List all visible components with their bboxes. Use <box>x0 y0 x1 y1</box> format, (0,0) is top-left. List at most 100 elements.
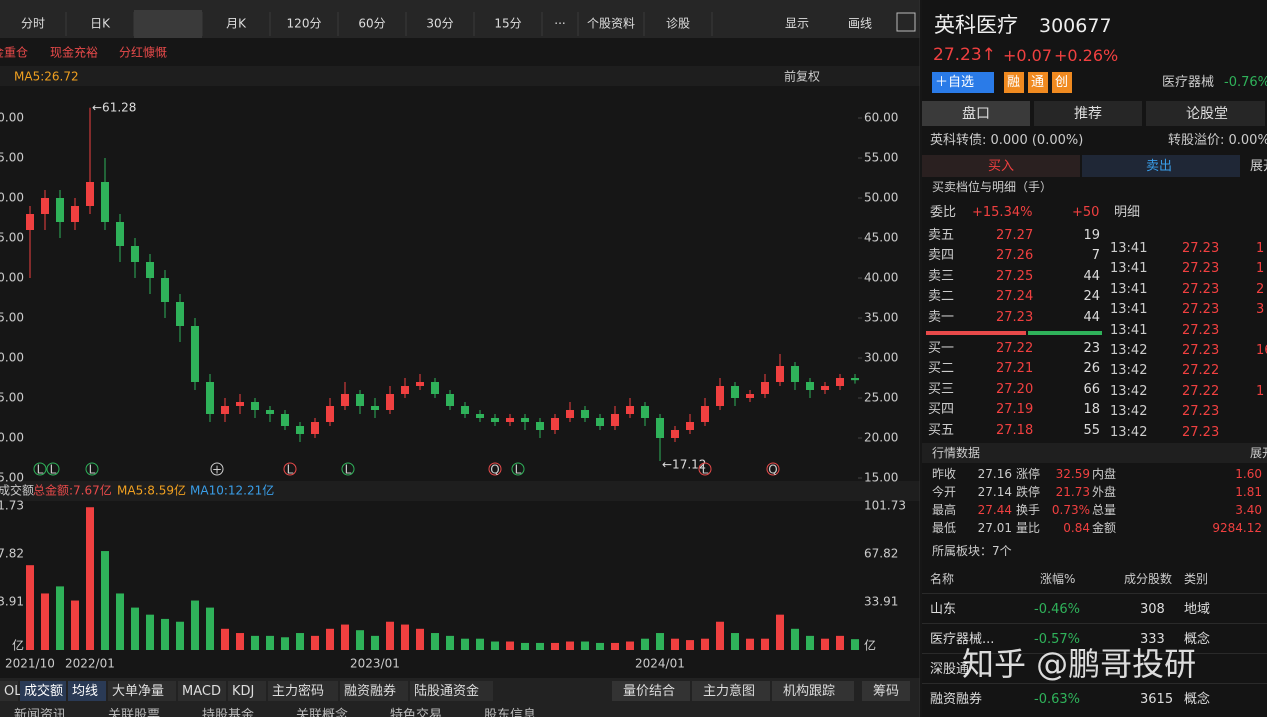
toolbar-btn[interactable]: 画线 <box>848 17 872 31</box>
indicator-tab[interactable] <box>268 681 338 701</box>
toolbar-tab[interactable]: ··· <box>554 17 565 31</box>
toolbar-tab[interactable]: 15分 <box>494 17 521 31</box>
bottom-tab[interactable]: 特色交易 <box>390 708 443 717</box>
bottom-tab[interactable]: 新闻资讯 <box>14 708 67 717</box>
sector-cell: 333 <box>1140 632 1165 647</box>
tick-volume: 16 <box>1256 343 1267 358</box>
toolbar-tab[interactable]: 个股资料 <box>587 17 635 31</box>
volume-bar <box>251 635 259 650</box>
indicator-tab[interactable] <box>68 681 106 701</box>
panel-tab-label[interactable]: 推荐 <box>1074 106 1102 122</box>
candle-body <box>131 246 139 262</box>
indicator-tab[interactable] <box>228 681 266 701</box>
tick-time: 13:41 <box>1110 241 1148 256</box>
quote-more[interactable]: 展开 <box>1250 446 1267 460</box>
toolbar-tab[interactable]: 分时 <box>21 17 45 31</box>
tool-button[interactable] <box>612 681 690 701</box>
toolbar-tab[interactable]: 30分 <box>426 17 453 31</box>
panel-tab[interactable] <box>1146 101 1265 126</box>
bottom-tab[interactable]: 关联概念 <box>296 708 349 717</box>
stock-button-label[interactable]: 融 <box>1007 75 1021 90</box>
trade-tab[interactable]: 卖出 <box>1146 159 1173 174</box>
layout-icon[interactable] <box>896 12 916 32</box>
stock-button[interactable] <box>1028 72 1048 93</box>
tool-button-label[interactable]: 筹码 <box>873 684 900 699</box>
indicator-tab[interactable] <box>0 681 18 701</box>
toolbar-tab[interactable]: 月K <box>226 17 247 31</box>
tool-button[interactable] <box>692 681 770 701</box>
indicator-tab-label[interactable]: 均线 <box>72 684 99 699</box>
chart: 分时日K周K月K120分60分30分15分···个股资料诊股显示画线金重仓现金充… <box>0 0 920 717</box>
quote-cell: 总量 <box>1092 503 1117 517</box>
stock-button[interactable] <box>1052 72 1072 93</box>
indicator-tab-label[interactable]: 陆股通资金 <box>414 684 480 699</box>
tool-button[interactable] <box>772 681 854 701</box>
event-marker[interactable] <box>341 462 355 476</box>
panel-tab-label[interactable]: 盘口 <box>962 106 990 122</box>
toolbar-tab[interactable]: 日K <box>90 17 111 31</box>
event-marker[interactable] <box>766 462 780 476</box>
sector-cell[interactable]: 融资融券 <box>930 692 983 707</box>
trade-tab[interactable]: 买入 <box>988 159 1015 174</box>
sector-cell[interactable]: 山东 <box>930 602 957 617</box>
event-marker[interactable] <box>85 462 99 476</box>
bottom-tab[interactable]: 关联股票 <box>108 708 161 717</box>
adjust[interactable]: 前复权 <box>784 69 820 84</box>
bottom-tab[interactable]: 持股基金 <box>202 708 255 717</box>
indicator-tab-label[interactable]: OL <box>4 684 22 699</box>
tick-time: 13:41 <box>1110 322 1148 338</box>
quote-cell: 3.40 <box>1235 503 1262 517</box>
vol-legend: MA5:8.59亿 <box>117 483 186 498</box>
event-marker[interactable] <box>283 462 297 476</box>
indicator-tab-label[interactable]: 大单净量 <box>112 684 165 699</box>
toolbar-tab[interactable]: 诊股 <box>666 17 690 31</box>
trade-tab[interactable]: 展开 <box>1250 159 1267 174</box>
sell-tab[interactable] <box>1082 155 1240 177</box>
candle-body <box>356 394 364 406</box>
event-marker[interactable] <box>511 462 525 476</box>
indicator-tab[interactable] <box>108 681 176 701</box>
indicator-tab[interactable] <box>340 681 408 701</box>
stock-button-label[interactable]: ＋自选 <box>935 75 975 90</box>
candle-body <box>71 206 79 222</box>
event-marker[interactable] <box>488 462 502 476</box>
indicator-tab[interactable] <box>178 681 226 701</box>
bottom-tab[interactable]: 股东信息 <box>484 708 537 717</box>
sector-cell[interactable]: 医疗器械... <box>930 632 995 647</box>
indicator-tab-label[interactable]: 融资融券 <box>344 684 397 699</box>
panel-tab-label[interactable]: 论股堂 <box>1186 106 1228 122</box>
sector-cell[interactable]: 深股通 <box>930 662 970 677</box>
stock-button-label[interactable]: 通 <box>1031 75 1045 90</box>
book-level: 卖二 <box>928 289 955 305</box>
event-marker[interactable] <box>698 462 712 476</box>
stock-button[interactable] <box>932 72 994 93</box>
indicator-tab[interactable] <box>20 681 66 701</box>
indicator-tab-label[interactable]: MACD <box>182 684 221 699</box>
volume-bar <box>221 628 229 650</box>
indicator-tab-label[interactable]: 成交额 <box>24 684 64 699</box>
tool-button-label[interactable]: 机构跟踪 <box>783 684 836 699</box>
buy-tab[interactable] <box>922 155 1080 177</box>
toolbar-btn[interactable]: 显示 <box>785 17 809 31</box>
tool-button-label[interactable]: 量价结合 <box>623 684 676 699</box>
toolbar-tab[interactable]: 120分 <box>287 17 322 31</box>
candle-body <box>596 418 604 426</box>
toolbar-tab[interactable]: 60分 <box>358 17 385 31</box>
panel-tab[interactable] <box>922 101 1030 126</box>
event-marker[interactable] <box>33 462 47 476</box>
tool-button-label[interactable]: 主力意图 <box>703 684 756 699</box>
panel-tab[interactable] <box>1034 101 1142 126</box>
indicator-tab-label[interactable]: KDJ <box>232 684 255 699</box>
indicator-tab[interactable] <box>410 681 493 701</box>
event-marker[interactable] <box>210 462 224 476</box>
quote-cell: 最高 <box>932 503 957 517</box>
tool-button[interactable] <box>862 681 910 701</box>
indicator-tab-label[interactable]: 主力密码 <box>272 684 325 699</box>
candle-body <box>296 426 304 434</box>
volume-bar <box>656 633 664 650</box>
stock-button[interactable] <box>1004 72 1024 93</box>
event-marker[interactable] <box>46 462 60 476</box>
tick-volume: 3 <box>1256 302 1265 318</box>
stock-button-label[interactable]: 创 <box>1055 75 1069 90</box>
candle-body <box>836 378 844 386</box>
